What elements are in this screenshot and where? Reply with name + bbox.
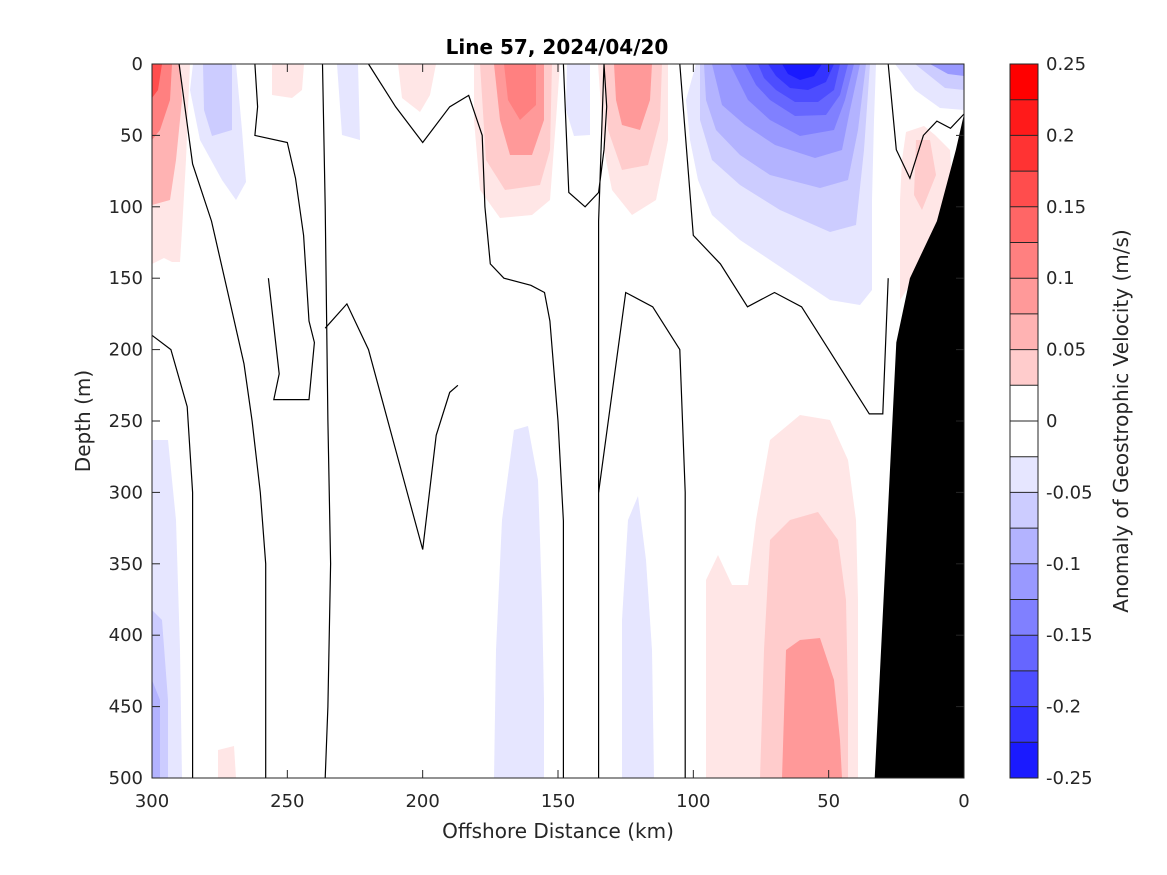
y-tick-label: 500 [109,768,143,789]
y-tick-label: 400 [109,625,143,646]
x-tick-label: 100 [676,791,710,812]
x-axis-label: Offshore Distance (km) [442,819,674,843]
contour-fill-negative [152,680,160,778]
colorbar-band [1010,492,1038,529]
y-tick-label: 150 [109,268,143,289]
y-tick-label: 350 [109,554,143,575]
colorbar-band [1010,635,1038,672]
colorbar-band [1010,706,1038,743]
colorbar-band [1010,206,1038,243]
plot-area [151,63,965,779]
colorbar-band [1010,313,1038,351]
colorbar-tick-label: -0.05 [1046,482,1093,503]
colorbar-band [1010,456,1038,493]
x-tick-label: 0 [958,791,969,812]
colorbar-tick-label: 0.25 [1046,54,1086,75]
y-tick-label: 50 [120,125,143,146]
contour-fill-negative [782,64,822,80]
colorbar-band [1010,421,1038,458]
zero-contour-line [887,63,965,180]
colorbar-label: Anomaly of Geostrophic Velocity (m/s) [1109,229,1133,612]
contour-fill-positive [782,638,842,778]
colorbar-band [1010,171,1038,208]
zero-contour-line [324,302,459,550]
chart-title: Line 57, 2024/04/20 [446,35,669,59]
y-tick-label: 450 [109,697,143,718]
contour-fill-negative [494,426,544,778]
colorbar-tick-label: 0.2 [1046,125,1075,146]
contour-fill-positive [614,64,652,130]
zero-contour-lines [151,63,965,779]
x-tick-label: 250 [270,791,304,812]
colorbar-band [1010,242,1038,279]
y-axis-label: Depth (m) [71,370,95,472]
zero-contour-line [321,63,332,779]
colorbar-band [1010,64,1038,101]
colorbar-tick-label: 0.05 [1046,340,1086,361]
x-tick-label: 300 [135,791,169,812]
zero-contour-line [367,63,565,778]
colorbar-tick-label: -0.15 [1046,625,1093,646]
colorbar-tick-label: -0.2 [1046,697,1081,718]
x-tick-label: 50 [817,791,840,812]
bathymetry-fill [874,114,964,778]
x-tick-label: 150 [541,791,575,812]
contour-fill-positive [914,140,936,210]
y-axis: 0 50 100 150 200 250 300 350 400 450 500 [109,54,964,789]
zero-contour-line [598,291,686,778]
x-tick-label: 200 [405,791,439,812]
contour-fill-positive [504,64,536,120]
colorbar-band [1010,278,1038,315]
colorbar-band [1010,563,1038,600]
zero-contour-line [562,63,608,778]
contour-fill-negative [203,64,232,136]
colorbar-tick-label: 0 [1046,411,1057,432]
y-tick-label: 0 [132,54,143,75]
contour-fill-positive [398,64,436,112]
colorbar-band [1010,99,1038,136]
zero-contour-line [679,63,889,415]
x-axis: 300 250 200 150 100 50 0 [135,64,970,812]
colorbar-band [1010,599,1038,636]
colorbar: 0.25 0.2 0.15 0.1 0.05 0 -0.05 -0.1 -0.15 -0.2 -0.… [1009,54,1093,789]
y-tick-label: 250 [109,411,143,432]
contour-fill-positive [218,746,236,778]
colorbar-tick-label: 0.1 [1046,268,1075,289]
colorbar-tick-label: -0.1 [1046,554,1081,575]
colorbar-band [1010,670,1038,708]
contour-fill-negative [930,64,964,76]
y-tick-label: 300 [109,482,143,503]
colorbar-band [1010,135,1038,172]
y-tick-label: 200 [109,340,143,361]
zero-contour-line [178,63,267,778]
contour-fill-positive [152,64,162,98]
colorbar-tick-label: 0.15 [1046,197,1086,218]
colorbar-band [1010,528,1038,565]
contour-fill-positive [272,64,304,98]
colorbar-band [1010,385,1038,422]
colorbar-band [1010,742,1038,779]
contour-fill-negative [337,64,360,140]
contour-fill-negative [566,64,590,136]
contour-fill-negative [622,496,654,778]
colorbar-band [1010,349,1038,386]
y-tick-label: 100 [109,197,143,218]
zero-contour-line [254,63,316,401]
colorbar-tick-label: -0.25 [1046,768,1093,789]
zero-contour-line [151,334,194,778]
